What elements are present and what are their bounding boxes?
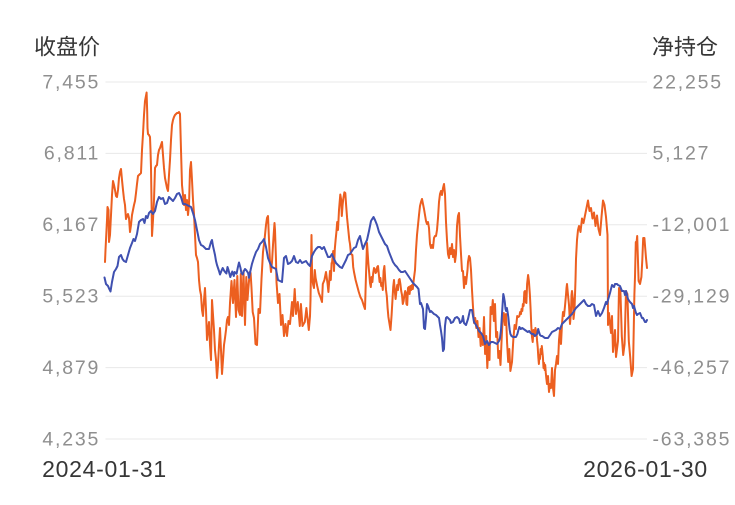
svg-text:4,235: 4,235 [42, 428, 100, 450]
svg-text:-29,129: -29,129 [653, 286, 732, 308]
svg-text:4,879: 4,879 [42, 357, 100, 379]
svg-text:5,127: 5,127 [653, 143, 711, 165]
svg-text:6,167: 6,167 [42, 214, 100, 236]
svg-text:2024-01-31: 2024-01-31 [42, 456, 167, 482]
svg-text:7,455: 7,455 [42, 71, 100, 93]
svg-text:2026-01-30: 2026-01-30 [583, 456, 708, 482]
svg-text:-46,257: -46,257 [653, 357, 732, 379]
svg-text:5,523: 5,523 [42, 286, 100, 308]
svg-text:6,811: 6,811 [44, 143, 100, 165]
svg-text:22,255: 22,255 [653, 71, 723, 93]
svg-text:-12,001: -12,001 [653, 214, 732, 236]
svg-text:-63,385: -63,385 [653, 428, 732, 450]
